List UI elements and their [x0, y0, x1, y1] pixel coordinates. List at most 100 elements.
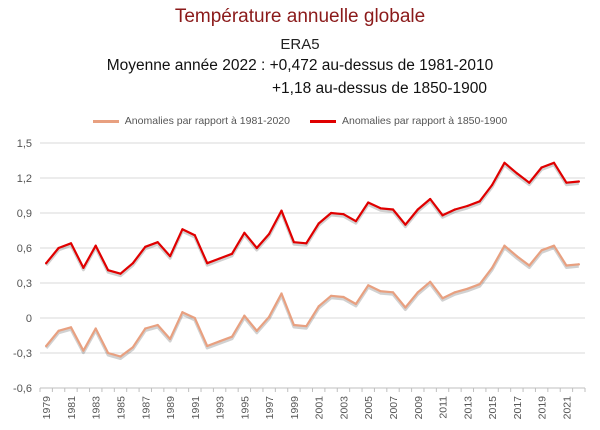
x-tick-label: 2009	[413, 396, 425, 420]
data-point	[144, 327, 147, 330]
data-point	[144, 245, 147, 248]
chart-subtitle-line1: Moyenne année 2022 : +0,472 au-dessus de…	[106, 57, 494, 74]
data-point	[82, 349, 85, 352]
data-point	[354, 220, 357, 223]
x-tick-label: 2015	[487, 396, 499, 420]
data-point	[466, 204, 469, 208]
data-point	[119, 355, 122, 358]
chart-title: Température annuelle globale	[174, 6, 426, 27]
x-tick-label: 1995	[239, 396, 251, 420]
data-point	[107, 269, 110, 272]
data-point	[503, 161, 506, 164]
data-point	[243, 231, 246, 234]
data-point	[305, 242, 308, 245]
data-point	[528, 181, 531, 184]
data-point	[57, 246, 60, 250]
legend-swatch-1850-1900	[310, 119, 336, 123]
series-shadow-0	[45, 246, 579, 360]
data-point	[181, 311, 184, 314]
data-point	[577, 180, 580, 183]
x-tick-label: 1993	[215, 396, 227, 420]
data-point	[255, 246, 258, 250]
data-point	[57, 329, 60, 332]
data-point	[552, 161, 556, 164]
data-point	[416, 208, 419, 211]
data-point	[94, 244, 97, 247]
data-point	[131, 346, 134, 349]
data-point	[404, 223, 407, 226]
data-point	[329, 294, 333, 297]
grid-lines	[40, 142, 585, 389]
x-tick-label: 1983	[91, 396, 103, 420]
data-point	[181, 228, 184, 231]
chart-legend: Anomalies par rapport à 1981-2020 Anomal…	[0, 115, 600, 127]
data-point	[168, 337, 172, 341]
data-point	[206, 262, 209, 265]
data-point	[218, 257, 221, 260]
x-tick-label: 1981	[66, 396, 78, 420]
x-tick-label: 1985	[116, 396, 128, 420]
data-point	[466, 287, 469, 290]
data-point	[305, 325, 308, 328]
x-axis: 1979 1981 1983 1985 1987 1989 1991 1993 1995 1997…	[39, 387, 586, 420]
data-point	[45, 344, 48, 348]
y-tick-label: -0,3	[13, 348, 32, 360]
x-tick-label: 2005	[363, 396, 375, 420]
data-point	[168, 255, 172, 258]
x-tick-label: 2007	[388, 396, 400, 420]
data-point	[218, 340, 221, 343]
data-point	[206, 344, 209, 348]
legend-swatch-1981-2020	[92, 119, 119, 123]
series-group	[45, 161, 580, 360]
data-point	[342, 295, 345, 299]
data-point	[82, 266, 85, 269]
data-point	[540, 249, 543, 252]
legend-item-1850-1900: Anomalies par rapport à 1850-1900	[310, 115, 507, 127]
x-tick-label: 2001	[314, 396, 326, 420]
chart-source: ERA5	[280, 36, 320, 53]
data-point	[478, 283, 481, 286]
data-point	[367, 284, 370, 287]
y-axis: -0,6 -0,3 0 0,3 0,6 0,9 1,2 1,5	[13, 138, 32, 395]
data-point	[577, 263, 580, 266]
data-point	[193, 234, 196, 237]
series-line-1981-2020	[45, 244, 580, 358]
data-point	[379, 207, 382, 210]
data-point	[453, 208, 457, 211]
data-point	[453, 291, 457, 294]
y-tick-label: 0,9	[17, 208, 32, 220]
data-point	[107, 351, 110, 355]
data-point	[156, 241, 159, 244]
x-tick-label: 1991	[190, 396, 202, 420]
x-tick-label: 1989	[165, 396, 177, 420]
data-point	[280, 209, 283, 212]
data-point	[503, 244, 506, 247]
data-point	[391, 291, 395, 294]
data-point	[131, 262, 134, 265]
x-tick-label: 2003	[338, 396, 350, 420]
data-point	[429, 280, 432, 283]
data-point	[441, 214, 444, 217]
data-point	[416, 291, 419, 294]
y-tick-label: 0	[26, 313, 32, 325]
data-point	[367, 201, 370, 204]
x-tick-label: 2011	[438, 396, 450, 419]
data-point	[243, 314, 246, 317]
y-tick-label: 0,6	[17, 243, 32, 255]
chart-subtitle-line2: +1,18 au-dessus de 1850-1900	[272, 80, 488, 97]
data-point	[565, 181, 568, 184]
series-line-1850-1900	[45, 161, 580, 275]
x-tick-label: 2017	[512, 396, 524, 420]
data-point	[391, 208, 395, 211]
legend-label-1850-1900: Anomalies par rapport à 1850-1900	[342, 115, 508, 127]
y-tick-label: 1,2	[17, 173, 32, 185]
data-point	[69, 326, 73, 329]
data-point	[515, 172, 518, 175]
data-point	[317, 305, 320, 308]
data-point	[354, 302, 357, 306]
legend-label-1981-2020: Anomalies par rapport à 1981-2020	[124, 115, 290, 127]
y-tick-label: 1,5	[17, 138, 32, 150]
data-point	[230, 335, 234, 338]
data-point	[540, 166, 543, 169]
